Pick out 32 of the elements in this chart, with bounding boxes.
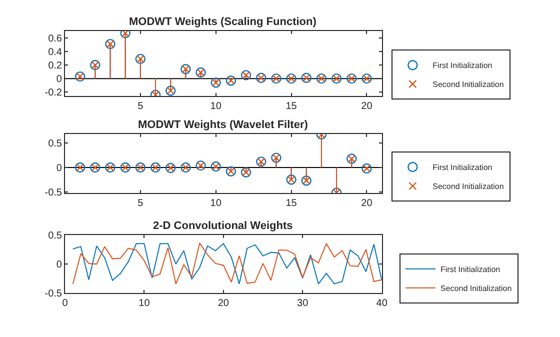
- y-tick-label: -0.5: [44, 288, 62, 300]
- legend-label: First Initialization: [432, 61, 492, 70]
- x-tick-label: 5: [138, 198, 144, 210]
- x-tick-label: 40: [376, 298, 388, 310]
- chart-title: 2-D Convolutional Weights: [153, 220, 293, 232]
- x-tick-label: 15: [286, 101, 298, 112]
- x-tick-label: 10: [138, 298, 150, 310]
- legend-label: First Initialization: [440, 264, 500, 274]
- y-tick-label: 0.5: [48, 138, 62, 150]
- y-tick-label: -0.5: [44, 187, 62, 198]
- x-tick-label: 30: [297, 298, 309, 310]
- x-tick-label: 20: [218, 298, 230, 310]
- y-tick-label: 0: [56, 163, 62, 174]
- text: First Initialization: [432, 163, 492, 172]
- x-tick-label: 5: [138, 101, 144, 112]
- y-tick-label: -0.2: [44, 88, 62, 99]
- x-tick-label: 20: [361, 101, 373, 112]
- y-tick-label: 0.2: [48, 60, 62, 72]
- chart-title: MODWT Weights (Scaling Function): [129, 16, 317, 28]
- y-tick-label: 0.4: [48, 46, 62, 58]
- y-tick-label: 0.6: [48, 33, 62, 44]
- x-tick-label: 15: [286, 198, 298, 210]
- y-tick-label: 0.5: [48, 230, 62, 242]
- y-tick-label: 0: [56, 74, 62, 86]
- legend-label: Second Initialization: [432, 80, 504, 90]
- y-tick-label: 0: [56, 260, 62, 271]
- legend-label: Second Initialization: [440, 284, 512, 293]
- chart-title: MODWT Weights (Wavelet Filter): [138, 119, 308, 131]
- x-tick-label: 10: [210, 101, 222, 112]
- x-tick-label: 10: [210, 198, 222, 210]
- x-tick-label: 20: [361, 198, 373, 210]
- text: Second Initialization: [432, 182, 504, 192]
